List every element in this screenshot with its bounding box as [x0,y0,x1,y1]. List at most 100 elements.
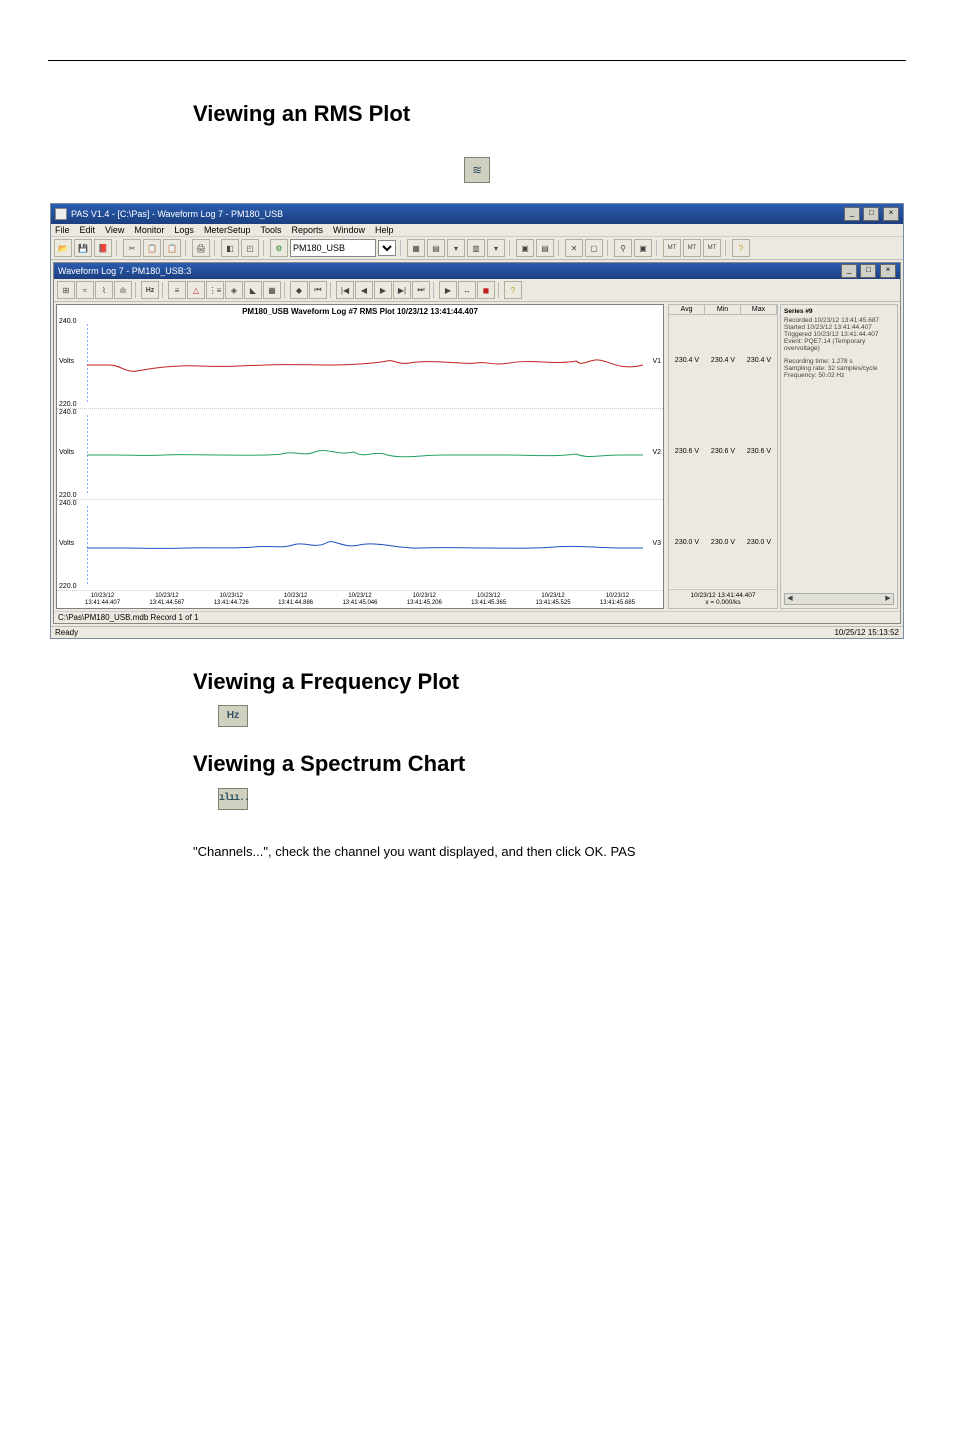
tool-f[interactable]: ▦ [263,281,281,299]
tool-button-13[interactable]: ⚲ [614,239,632,257]
separator [185,240,188,256]
device-dropdown[interactable] [378,240,396,256]
meta-line: Started 10/23/12 13:41:44.407 [784,324,894,331]
tool-button-10[interactable]: ▤ [536,239,554,257]
tool-button-1[interactable]: ◧ [221,239,239,257]
help-button[interactable]: ? [732,239,750,257]
menu-help[interactable]: Help [375,225,394,235]
maximize-button[interactable]: □ [863,207,879,221]
tool-button-11[interactable]: ✕ [565,239,583,257]
v2-ytick-top: 240.0 [59,409,77,416]
view-grid-button[interactable]: ⊞ [57,281,75,299]
menu-metersetup[interactable]: MeterSetup [204,225,251,235]
v2-min: 230.6 V [705,448,741,455]
heading-rms: Viewing an RMS Plot [193,101,906,127]
tool-button-17[interactable]: MT [703,239,721,257]
tool-button-9[interactable]: ▣ [516,239,534,257]
close-button[interactable]: × [883,207,899,221]
v1-ylabel: Volts [59,358,74,365]
minimize-button[interactable]: _ [844,207,860,221]
cursor-readout: 10/23/12 13:41:44.407 x = 0.000/ks [669,589,777,608]
menu-monitor[interactable]: Monitor [134,225,164,235]
inner-maximize-button[interactable]: □ [860,264,876,278]
nav-prev2-button[interactable]: |◀ [336,281,354,299]
nav-last-button[interactable]: ⏭ [412,281,430,299]
hz-button[interactable]: Hz [141,281,159,299]
path-bar: C:\Pas\PM180_USB.mdb Record 1 of 1 [54,611,900,623]
inner-title: Waveform Log 7 - PM180_USB:3 [58,266,191,276]
tool-i[interactable]: ↔ [458,281,476,299]
menu-view[interactable]: View [105,225,124,235]
inner-toolbar: ⊞ ≈ ⌇ ılı Hz ≡ △ ⋮≡ ◈ ◣ ▦ ◆ ⏮ |◀ ◀ ▶ [54,279,900,302]
device-select[interactable] [290,239,376,257]
scroll-left-icon[interactable]: ◀ [785,594,795,604]
view-rms-button[interactable]: ⌇ [95,281,113,299]
inner-minimize-button[interactable]: _ [841,264,857,278]
main-toolbar: 📂 💾 📕 ✂ 📋 📋 🖨 ◧ ◰ ⚙ ▦ ▤ ▾ ▥ ▾ ▣ ▤ [51,236,903,260]
tool-button-6[interactable]: ▾ [447,239,465,257]
menu-tools[interactable]: Tools [260,225,281,235]
stats-header: Avg Min Max [669,305,777,315]
xtick: 10/23/1213:41:45.046 [342,593,377,606]
open-button[interactable]: 📂 [54,239,72,257]
tool-button-14[interactable]: ▣ [634,239,652,257]
book-button[interactable]: 📕 [94,239,112,257]
xtick: 10/23/1213:41:44.407 [85,593,120,606]
menu-reports[interactable]: Reports [291,225,323,235]
tool-button-4[interactable]: ▦ [407,239,425,257]
tool-button-8[interactable]: ▾ [487,239,505,257]
nav-next2-button[interactable]: ▶| [393,281,411,299]
xtick: 10/23/1213:41:44.886 [278,593,313,606]
meta-scrollbar[interactable]: ◀ ▶ [784,593,894,605]
tool-button-7[interactable]: ▥ [467,239,485,257]
tool-a[interactable]: ≡ [168,281,186,299]
tool-button-2[interactable]: ◰ [241,239,259,257]
paste-button[interactable]: 📋 [163,239,181,257]
tool-g[interactable]: ◆ [290,281,308,299]
view-bars-button[interactable]: ılı [114,281,132,299]
separator [263,240,266,256]
menu-edit[interactable]: Edit [80,225,96,235]
separator [135,282,138,298]
tool-button-15[interactable]: MT [663,239,681,257]
inner-help-button[interactable]: ? [504,281,522,299]
tool-d[interactable]: ◈ [225,281,243,299]
inner-titlebar: Waveform Log 7 - PM180_USB:3 _ □ × [54,263,900,279]
meta-line: Sampling rate: 32 samples/cycle [784,365,894,372]
menu-window[interactable]: Window [333,225,365,235]
pas-app-window: PAS V1.4 - [C:\Pas] - Waveform Log 7 - P… [50,203,904,639]
nav-next-button[interactable]: ▶ [374,281,392,299]
menu-logs[interactable]: Logs [174,225,194,235]
xtick: 10/23/1213:41:44.726 [214,593,249,606]
nav-first-button[interactable]: ⏮ [309,281,327,299]
outer-titlebar: PAS V1.4 - [C:\Pas] - Waveform Log 7 - P… [51,204,903,224]
v3-max: 230.0 V [741,539,777,546]
meta-line: Event: PQE7.14 (Temporary overvoltage) [784,338,894,352]
body-channels-text: "Channels...", check the channel you wan… [193,841,858,863]
v3-avg: 230.0 V [669,539,705,546]
tool-button-12[interactable]: ▢ [585,239,603,257]
save-button[interactable]: 💾 [74,239,92,257]
tool-h[interactable]: ▶ [439,281,457,299]
xtick: 10/23/1213:41:44.567 [149,593,184,606]
v2-max: 230.6 V [741,448,777,455]
copy-button[interactable]: 📋 [143,239,161,257]
cut-button[interactable]: ✂ [123,239,141,257]
separator [330,282,333,298]
tool-e[interactable]: ◣ [244,281,262,299]
tool-button-3[interactable]: ⚙ [270,239,288,257]
nav-prev-button[interactable]: ◀ [355,281,373,299]
tool-b[interactable]: △ [187,281,205,299]
inner-close-button[interactable]: × [880,264,896,278]
menu-file[interactable]: File [55,225,70,235]
print-button[interactable]: 🖨 [192,239,210,257]
tool-button-16[interactable]: MT [683,239,701,257]
tool-button-5[interactable]: ▤ [427,239,445,257]
view-wave-button[interactable]: ≈ [76,281,94,299]
tool-c[interactable]: ⋮≡ [206,281,224,299]
v2-label: V2 [652,449,661,456]
stats-row-v2: 230.6 V 230.6 V 230.6 V [669,406,777,497]
stop-button[interactable]: ◼ [477,281,495,299]
scroll-right-icon[interactable]: ▶ [883,594,893,604]
separator [509,240,512,256]
